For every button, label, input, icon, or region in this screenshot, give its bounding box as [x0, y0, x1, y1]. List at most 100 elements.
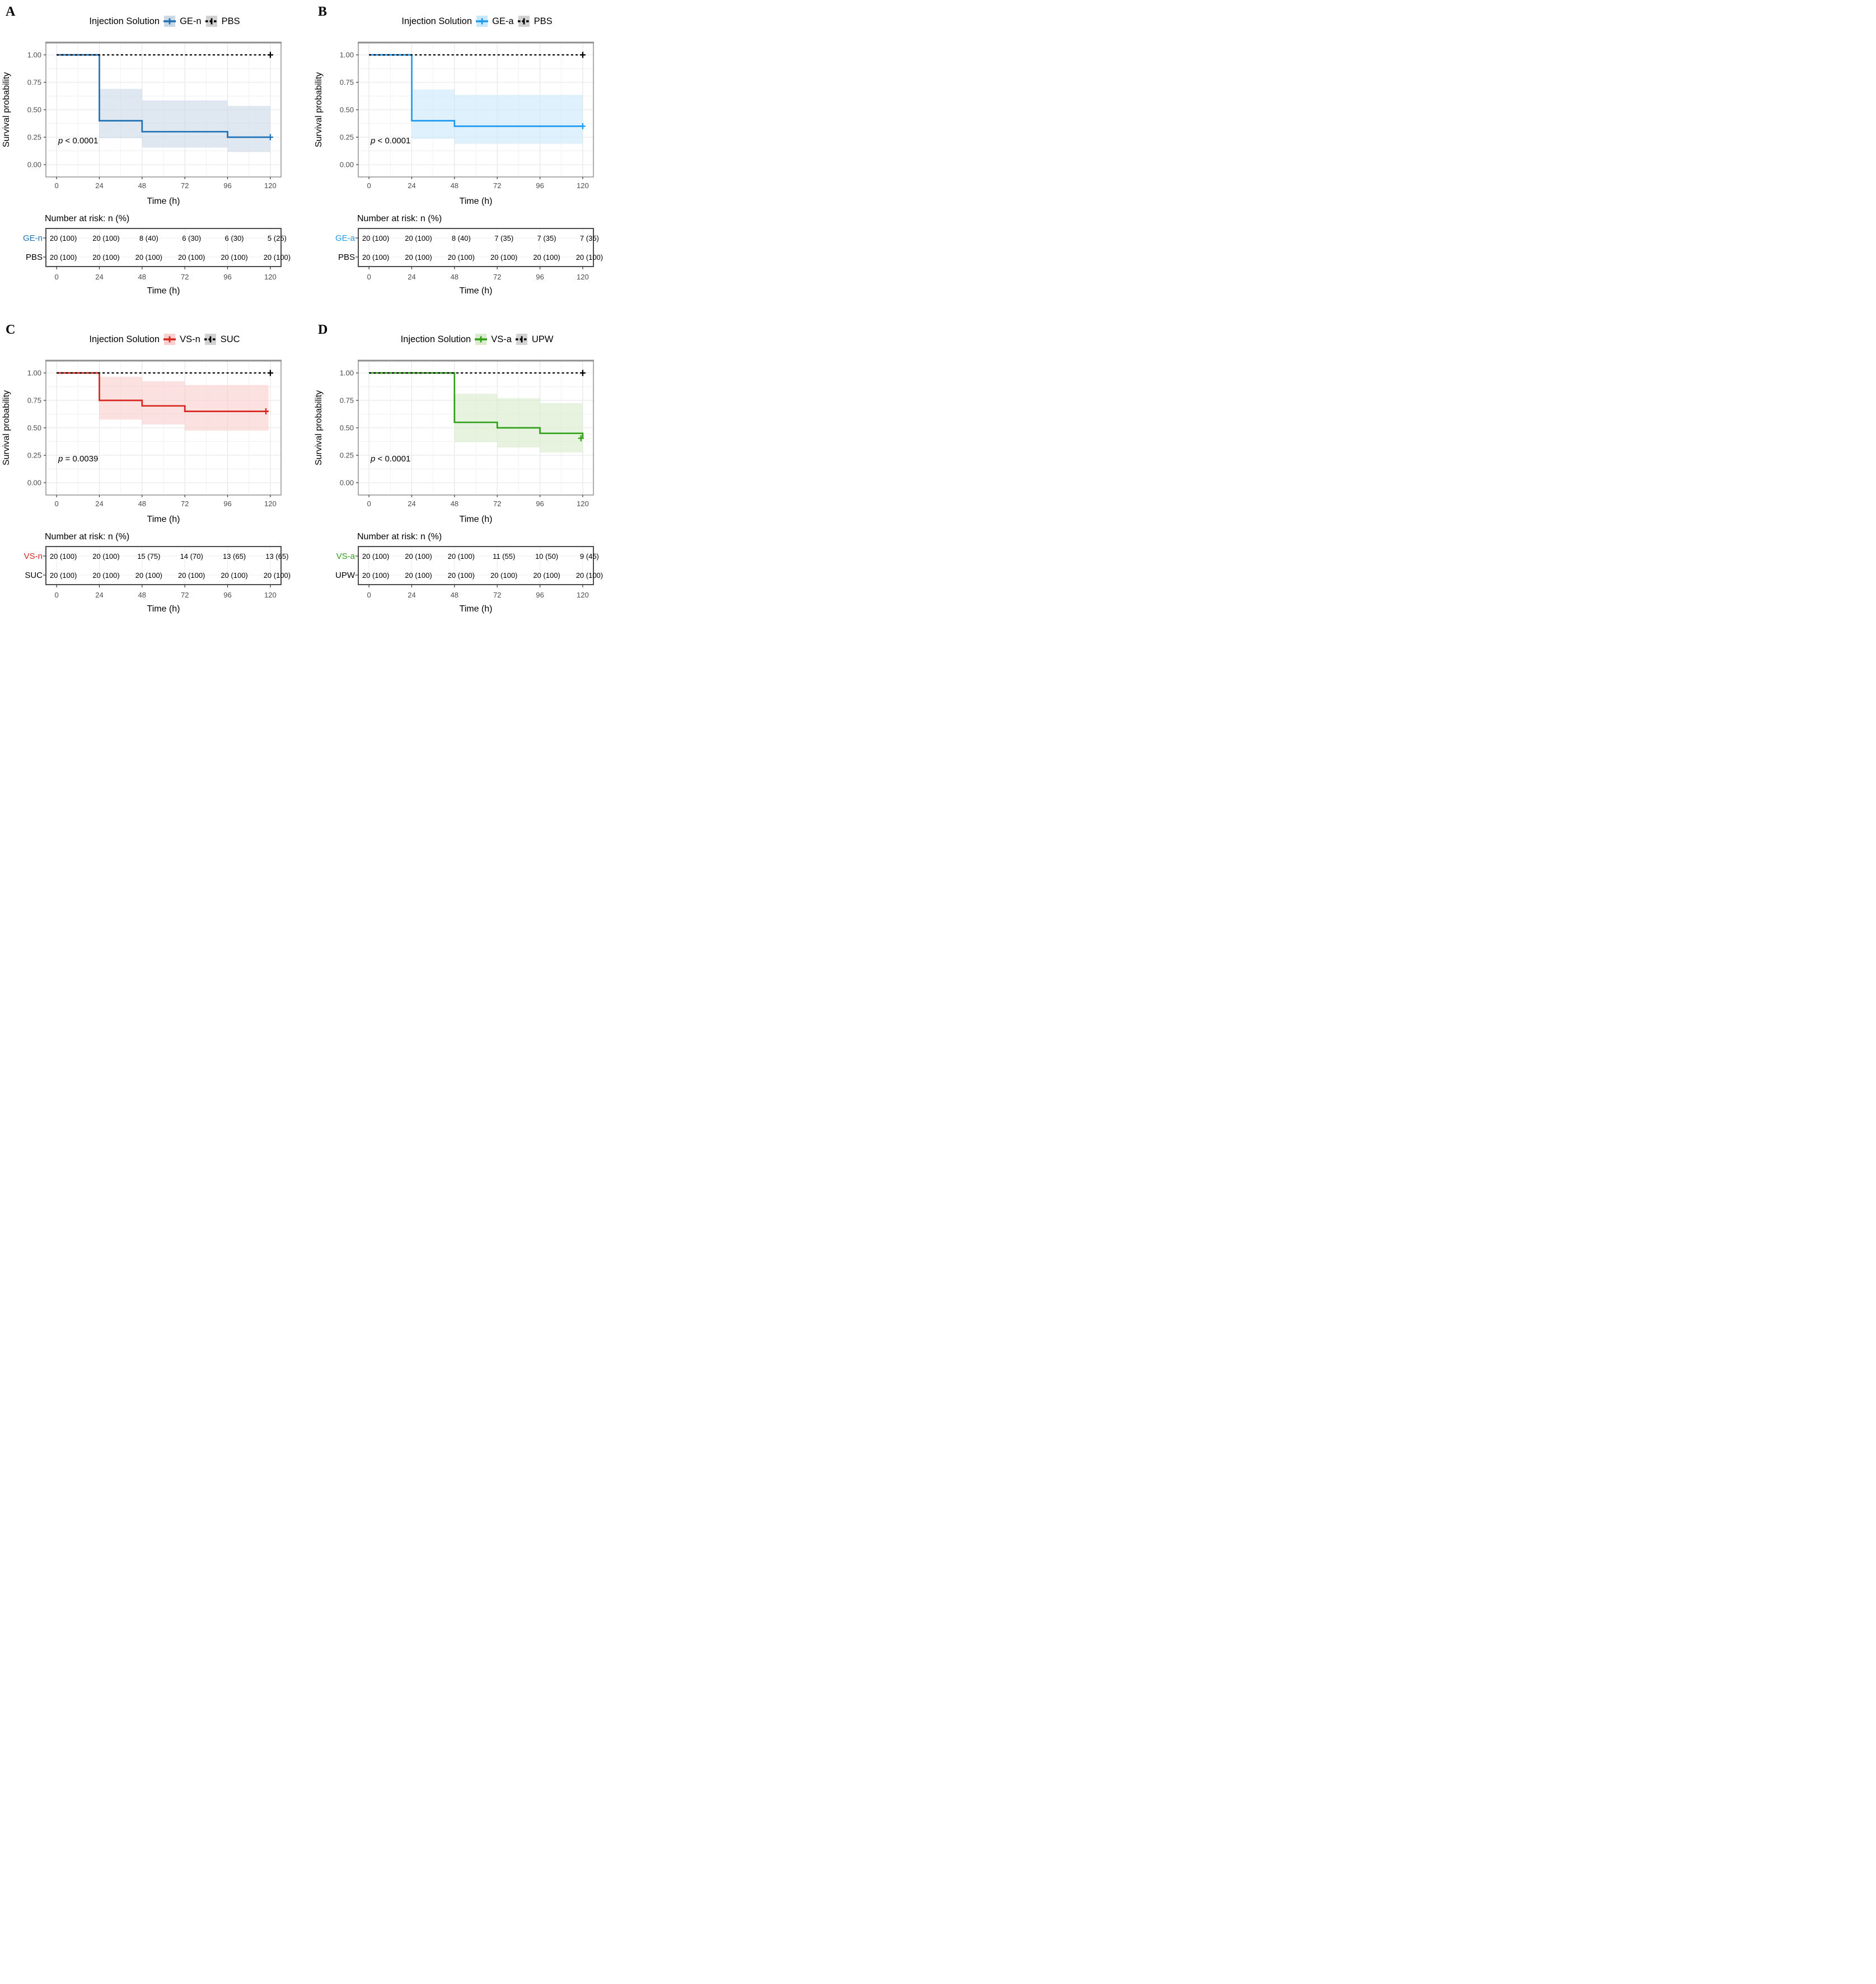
x-tick-label: 48	[451, 591, 459, 599]
risk-row-label: PBS	[338, 253, 355, 262]
panel-letter-c: C	[6, 323, 16, 337]
x-tick-label: 24	[408, 499, 415, 508]
legend-key-control-icon	[517, 16, 530, 27]
risk-table-title: Number at risk: n (%)	[357, 532, 442, 541]
x-tick-label: 72	[493, 591, 501, 599]
panel-letter-a: A	[6, 4, 16, 19]
y-tick-label: 0.00	[340, 161, 354, 169]
risk-table-title: Number at risk: n (%)	[45, 214, 130, 223]
x-axis-label: Time (h)	[147, 286, 180, 296]
x-tick-label: 72	[181, 181, 189, 190]
panel-d-header: D Injection Solution VS-a UPW	[312, 321, 625, 357]
x-tick-label: 72	[493, 273, 501, 281]
x-tick-label: 96	[223, 591, 231, 599]
y-tick-label: 0.25	[27, 133, 41, 142]
x-tick-label: 0	[367, 273, 371, 281]
x-tick-label: 0	[367, 181, 371, 190]
risk-cell: 20 (100)	[50, 253, 77, 262]
risk-cell: 20 (100)	[448, 571, 475, 580]
x-tick-label: 24	[408, 273, 415, 281]
risk-row-label: GE-n	[23, 234, 43, 243]
legend-title: Injection Solution	[89, 334, 160, 344]
y-tick-label: 0.00	[27, 479, 41, 487]
risk-cell: 20 (100)	[405, 234, 432, 242]
legend-key-treatment-icon	[163, 16, 176, 27]
risk-cell: 20 (100)	[221, 571, 247, 580]
legend-key-control-icon	[515, 334, 528, 345]
x-tick-label: 120	[577, 273, 589, 281]
risk-cell: 20 (100)	[50, 552, 77, 561]
risk-cell: 8 (40)	[452, 234, 471, 242]
legend-title: Injection Solution	[400, 334, 471, 344]
x-tick-label: 72	[493, 181, 501, 190]
x-tick-label: 0	[367, 499, 371, 508]
risk-cell: 20 (100)	[576, 253, 603, 262]
risk-row-label: UPW	[335, 571, 355, 580]
risk-cell: 6 (30)	[182, 234, 201, 242]
x-tick-label: 48	[451, 273, 459, 281]
risk-row-label: GE-a	[335, 234, 355, 243]
x-tick-label: 120	[577, 499, 589, 508]
panel-b-header: B Injection Solution GE-a PBS	[312, 3, 625, 39]
legend-label-control: PBS	[534, 16, 553, 26]
y-tick-label: 1.00	[27, 51, 41, 59]
legend-key-treatment-icon	[476, 16, 489, 27]
risk-cell: 20 (100)	[50, 234, 77, 242]
legend-label-treatment: VS-n	[180, 334, 200, 344]
risk-cell: 10 (50)	[535, 552, 558, 561]
risk-table-d: VS-a UPW 20 (100) 20 (100) 20 (100) 11 (…	[335, 546, 603, 614]
legend-label-treatment: GE-n	[180, 16, 202, 26]
risk-cell: 6 (30)	[225, 234, 244, 242]
risk-cell: 20 (100)	[448, 253, 475, 262]
survival-plot-c: Survival probability 1.00 0.75 0.50 0.25…	[2, 360, 282, 524]
legend-title: Injection Solution	[89, 16, 160, 26]
panel-d-legend: Injection Solution VS-a UPW	[400, 333, 553, 346]
panel-d: D Injection Solution VS-a UPW Survival p…	[312, 321, 625, 615]
legend-label-control: SUC	[220, 334, 240, 344]
survival-plot-a: Survival probability 1.00 0.75 0.50 0.25…	[2, 41, 282, 206]
x-tick-label: 120	[264, 273, 277, 281]
x-axis-label: Time (h)	[147, 197, 180, 206]
y-tick-label: 0.25	[340, 451, 354, 460]
km-survival-figure: A Injection Solution GE-n PBS Survival p…	[0, 0, 625, 626]
x-tick-label: 96	[536, 591, 544, 599]
risk-cell: 20 (100)	[264, 253, 291, 262]
y-tick-label: 0.50	[340, 106, 354, 114]
risk-cell: 20 (100)	[533, 571, 560, 580]
risk-cell: 11 (55)	[493, 552, 515, 561]
x-tick-label: 0	[54, 273, 58, 281]
panel-a-header: A Injection Solution GE-n PBS	[0, 3, 312, 39]
legend-title: Injection Solution	[401, 16, 472, 26]
risk-cell: 20 (100)	[448, 552, 475, 561]
risk-cell: 20 (100)	[405, 571, 432, 580]
x-tick-label: 120	[264, 181, 277, 190]
legend-key-treatment-icon	[163, 334, 176, 345]
y-tick-label: 0.00	[27, 161, 41, 169]
p-value-text: p < 0.0001	[58, 136, 98, 146]
x-tick-label: 96	[223, 181, 231, 190]
x-tick-label: 48	[138, 273, 146, 281]
x-tick-label: 96	[223, 499, 231, 508]
risk-cell: 20 (100)	[362, 552, 389, 561]
risk-cell: 7 (35)	[494, 234, 513, 242]
y-axis-label: Survival probability	[2, 72, 11, 147]
x-tick-label: 48	[138, 181, 146, 190]
y-tick-label: 0.25	[340, 133, 354, 142]
panel-b-legend: Injection Solution GE-a PBS	[401, 15, 553, 27]
y-tick-label: 0.75	[340, 396, 354, 405]
x-tick-label: 120	[264, 591, 277, 599]
risk-cell: 20 (100)	[221, 253, 247, 262]
survival-plot-b: Survival probability 1.00 0.75 0.50 0.25…	[314, 41, 594, 206]
panel-b: B Injection Solution GE-a PBS Survival p…	[312, 3, 625, 297]
y-tick-label: 0.25	[27, 451, 41, 460]
x-tick-label: 48	[138, 499, 146, 508]
risk-cell: 20 (100)	[92, 253, 119, 262]
risk-cell: 20 (100)	[362, 234, 389, 242]
risk-cell: 20 (100)	[362, 571, 389, 580]
x-tick-label: 24	[95, 499, 103, 508]
risk-row-label: VS-a	[336, 552, 355, 561]
panel-a-legend: Injection Solution GE-n PBS	[89, 15, 240, 27]
y-tick-label: 0.50	[340, 424, 354, 432]
x-tick-label: 48	[451, 181, 459, 190]
y-tick-label: 0.50	[27, 106, 41, 114]
